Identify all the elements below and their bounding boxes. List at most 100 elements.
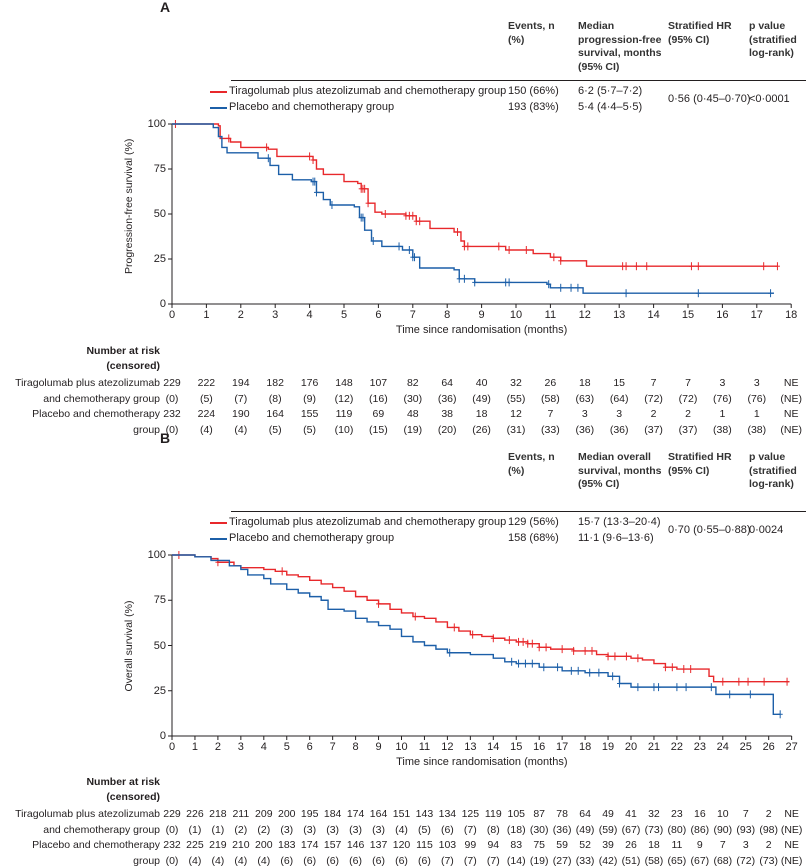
- at-risk-cell: 182: [266, 377, 284, 389]
- at-risk-cell: 7: [685, 377, 691, 389]
- x-tick-label: 4: [260, 741, 267, 753]
- x-tick-label: 6: [306, 741, 313, 753]
- x-tick-label: 16: [533, 741, 546, 753]
- at-risk-cell: 107: [369, 377, 388, 389]
- at-risk-cell: (2): [257, 823, 271, 836]
- at-risk-cell: (72): [678, 392, 698, 405]
- median-value: 6·2 (5·7–7·2): [578, 85, 643, 97]
- at-risk-cell: (36): [609, 423, 629, 436]
- at-risk-cell: (93): [736, 823, 756, 836]
- placebo-survival-curve: [172, 554, 781, 715]
- at-risk-cell: 41: [625, 808, 637, 820]
- at-risk-cell: 164: [369, 808, 388, 820]
- x-tick-label: 2: [237, 309, 244, 321]
- at-risk-cell: 209: [255, 808, 273, 820]
- at-risk-cell: 195: [300, 808, 319, 820]
- x-tick-label: 26: [762, 741, 775, 753]
- y-tick-label: 100: [147, 549, 166, 561]
- at-risk-cell: 48: [406, 408, 419, 420]
- at-risk-cell: (0): [165, 823, 179, 836]
- at-risk-cell: (1): [188, 823, 202, 836]
- at-risk-cell: 218: [209, 808, 227, 820]
- at-risk-cell: 176: [300, 377, 319, 389]
- at-risk-cell: (1): [211, 823, 225, 836]
- x-tick-label: 13: [613, 309, 626, 321]
- at-risk-cell: (64): [609, 392, 629, 405]
- at-risk-cell: (38): [747, 423, 767, 436]
- at-risk-cell: (59): [598, 823, 618, 836]
- x-tick-label: 0: [168, 309, 176, 321]
- x-tick-label: 9: [375, 741, 382, 753]
- at-risk-cell: (12): [334, 392, 354, 405]
- x-tick-label: 15: [681, 309, 695, 321]
- legend-label: Tiragolumab plus atezolizumab and chemot…: [229, 516, 507, 528]
- header-rule: [231, 80, 806, 81]
- at-risk-cell: 64: [579, 808, 591, 820]
- x-tick-label: 3: [272, 309, 279, 321]
- at-risk-cell: 174: [300, 839, 319, 851]
- p-value: <0·0001: [749, 93, 790, 105]
- at-risk-row-label: and chemotherapy group: [43, 823, 160, 836]
- panel-label: A: [160, 0, 171, 15]
- at-risk-row-label: Placebo and chemotherapy: [32, 839, 160, 851]
- x-tick-label: 3: [237, 741, 244, 753]
- at-risk-cell: (0): [165, 392, 179, 405]
- at-risk-cell: (86): [690, 823, 710, 836]
- at-risk-cell: 183: [277, 839, 296, 851]
- tiragolumab-survival-curve: [172, 123, 778, 267]
- at-risk-cell: (73): [644, 823, 664, 836]
- at-risk-row-label: Tiragolumab plus atezolizumab: [15, 377, 160, 389]
- x-axis-label: Time since randomisation (months): [396, 756, 568, 768]
- at-risk-cell: 12: [510, 408, 522, 420]
- x-tick-label: 1: [191, 741, 198, 753]
- at-risk-cell: 94: [487, 839, 500, 851]
- at-risk-cell: (5): [303, 423, 317, 436]
- y-tick-label: 0: [159, 298, 166, 310]
- at-risk-cell: 87: [533, 808, 546, 820]
- x-tick-label: 18: [578, 741, 592, 753]
- at-risk-cell: 7: [547, 408, 554, 420]
- at-risk-cell: 119: [335, 408, 353, 420]
- legend-label: Tiragolumab plus atezolizumab and chemot…: [229, 85, 507, 97]
- at-risk-cell: 99: [464, 839, 477, 851]
- at-risk-cell: 2: [765, 808, 772, 820]
- x-tick-label: 21: [647, 741, 661, 753]
- at-risk-cell: (4): [234, 423, 248, 436]
- at-risk-cell: 222: [197, 377, 216, 389]
- at-risk-cell: (33): [541, 423, 560, 436]
- x-tick-label: 19: [601, 741, 615, 753]
- at-risk-cell: (58): [541, 392, 560, 405]
- at-risk-cell: (5): [199, 392, 213, 405]
- placebo-survival-curve: [172, 123, 774, 294]
- at-risk-cell: (76): [713, 392, 732, 405]
- y-tick-label: 50: [153, 208, 166, 220]
- at-risk-cell: 211: [232, 808, 250, 820]
- x-tick-label: 2: [214, 741, 221, 753]
- at-risk-cell: (19): [403, 423, 423, 436]
- at-risk-cell: 119: [484, 808, 502, 820]
- at-risk-cell: (3): [349, 823, 363, 836]
- at-risk-subtitle: (censored): [106, 360, 160, 372]
- at-risk-cell: 18: [475, 408, 488, 420]
- x-tick-label: 0: [168, 741, 176, 753]
- at-risk-cell: 40: [475, 377, 488, 389]
- events-value: 150 (66%): [508, 85, 559, 97]
- events-value: 193 (83%): [508, 101, 559, 113]
- x-tick-label: 12: [578, 309, 591, 321]
- at-risk-cell: NE: [783, 377, 799, 389]
- at-risk-cell: 2: [650, 408, 657, 420]
- y-tick-label: 75: [153, 594, 166, 607]
- x-tick-label: 22: [670, 741, 684, 753]
- legend-label: Placebo and chemotherapy group: [229, 101, 395, 113]
- at-risk-cell: 134: [438, 808, 457, 820]
- at-risk-cell: (3): [326, 823, 340, 836]
- x-axis-label: Time since randomisation (months): [395, 324, 568, 336]
- y-tick-label: 0: [159, 730, 166, 742]
- at-risk-cell: 39: [602, 839, 614, 851]
- at-risk-cell: (98): [759, 823, 779, 836]
- at-risk-cell: (NE): [780, 423, 802, 436]
- x-tick-label: 4: [306, 309, 313, 321]
- x-tick-label: 15: [510, 741, 523, 753]
- at-risk-cell: 75: [533, 839, 546, 851]
- table-header: Median overall survival, months (95% CI): [578, 451, 662, 490]
